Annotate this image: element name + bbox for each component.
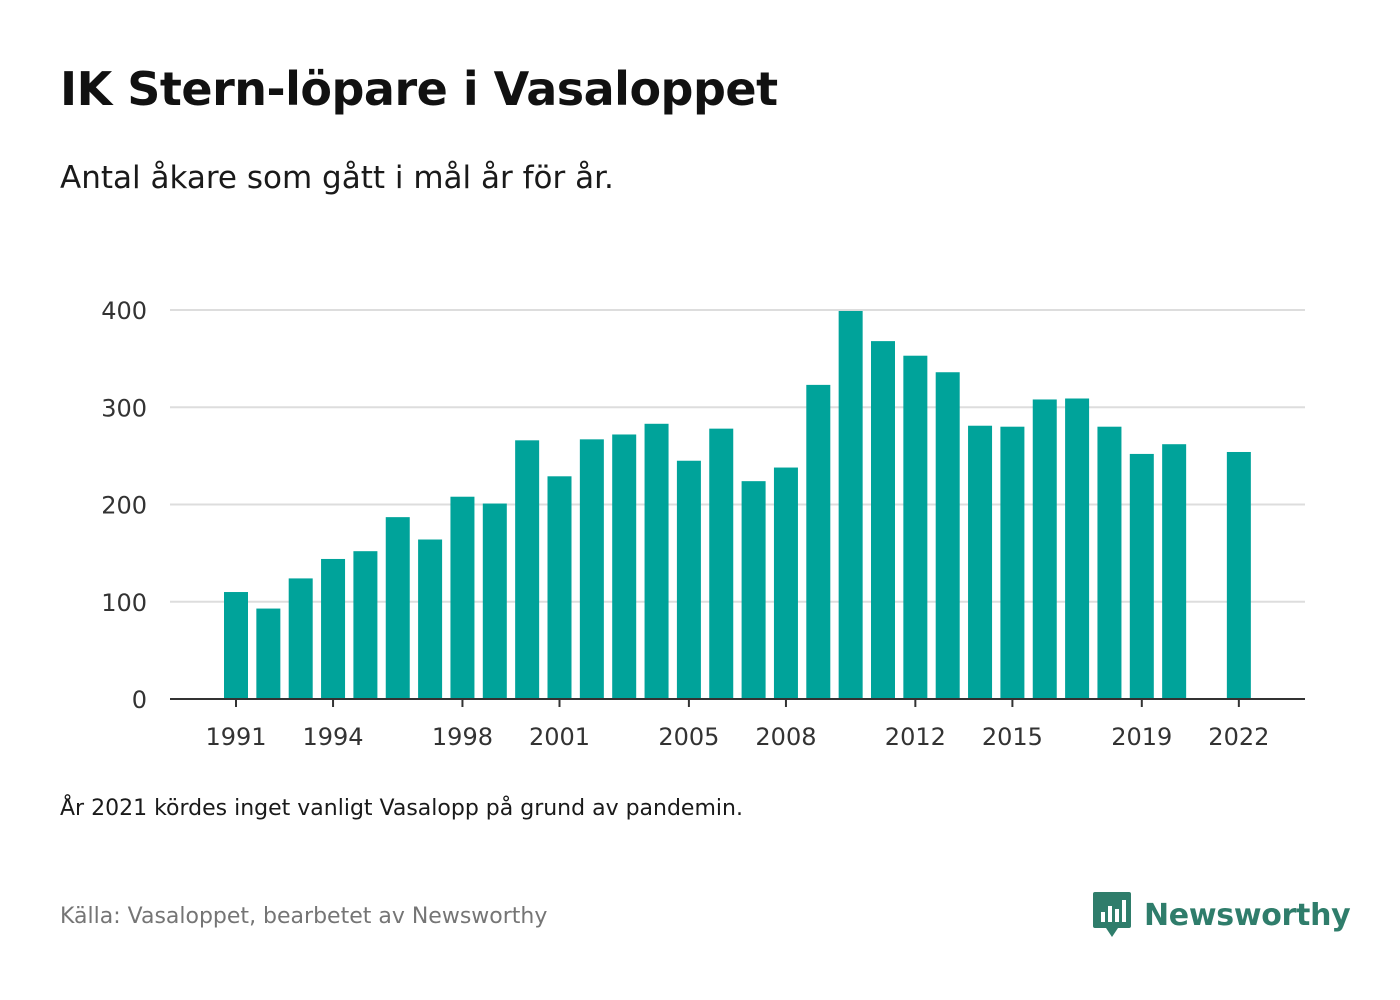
y-tick-label: 200 bbox=[101, 492, 147, 520]
bar-2012 bbox=[903, 355, 928, 699]
bar-1993 bbox=[288, 578, 313, 699]
bar-1998 bbox=[450, 496, 475, 699]
bar-1995 bbox=[353, 551, 378, 699]
bar-1994 bbox=[321, 558, 346, 699]
x-tick-label: 2008 bbox=[755, 723, 816, 751]
x-tick-label: 2015 bbox=[982, 723, 1043, 751]
footnote: År 2021 kördes inget vanligt Vasalopp på… bbox=[60, 796, 743, 821]
x-axis-ticks bbox=[235, 699, 1240, 707]
brand-name: Newsworthy bbox=[1144, 897, 1351, 933]
bar-2006 bbox=[709, 428, 734, 699]
bar-2010 bbox=[838, 310, 863, 699]
bar-2020 bbox=[1162, 444, 1187, 699]
brand-logo: Newsworthy bbox=[1092, 890, 1351, 940]
bar-2005 bbox=[676, 460, 701, 699]
bar-2007 bbox=[741, 481, 766, 699]
y-tick-label: 0 bbox=[132, 686, 147, 714]
bar-2001 bbox=[547, 476, 572, 699]
bar-2004 bbox=[644, 423, 669, 699]
source-text: Källa: Vasaloppet, bearbetet av Newswort… bbox=[60, 904, 548, 929]
x-tick-label: 2012 bbox=[885, 723, 946, 751]
y-axis-labels: 0 100 200 300 400 bbox=[101, 297, 147, 714]
bars bbox=[224, 310, 1251, 699]
bar-2011 bbox=[871, 341, 895, 699]
bar-2016 bbox=[1032, 399, 1057, 699]
x-tick-label: 2019 bbox=[1111, 723, 1172, 751]
bar-2008 bbox=[773, 467, 798, 699]
x-tick-label: 2022 bbox=[1208, 723, 1269, 751]
x-tick-label: 1994 bbox=[303, 723, 364, 751]
bar-2019 bbox=[1129, 453, 1154, 699]
x-tick-label: 2005 bbox=[658, 723, 719, 751]
bar-1997 bbox=[418, 539, 443, 699]
bar-2022 bbox=[1226, 451, 1251, 699]
y-tick-label: 300 bbox=[101, 394, 147, 422]
bar-2002 bbox=[579, 439, 604, 699]
chart-subtitle: Antal åkare som gått i mål år för år. bbox=[60, 160, 614, 196]
bar-1996 bbox=[385, 517, 410, 699]
x-tick-label: 1998 bbox=[432, 723, 493, 751]
bar-2015 bbox=[1000, 426, 1025, 699]
bar-2000 bbox=[515, 440, 540, 699]
y-tick-label: 400 bbox=[101, 297, 147, 325]
newsworthy-logo-icon bbox=[1093, 892, 1131, 937]
bar-2013 bbox=[935, 372, 960, 699]
bar-1991 bbox=[224, 592, 248, 699]
bar-1992 bbox=[256, 608, 281, 699]
bar-1999 bbox=[482, 503, 507, 699]
y-tick-label: 100 bbox=[101, 589, 147, 617]
x-tick-label: 2001 bbox=[529, 723, 590, 751]
bar-2003 bbox=[612, 434, 637, 699]
x-tick-label: 1991 bbox=[205, 723, 266, 751]
bar-2017 bbox=[1065, 398, 1090, 699]
bar-2018 bbox=[1097, 426, 1122, 699]
bar-2009 bbox=[806, 384, 831, 699]
bar-chart: 0 100 200 300 400 1991 1994 1998 2001 2005 2008 20… bbox=[101, 297, 1305, 751]
x-axis-labels: 1991 1994 1998 2001 2005 2008 2012 2015 2019 2022 bbox=[205, 723, 1269, 751]
bar-2014 bbox=[968, 425, 993, 699]
chart-title: IK Stern-löpare i Vasaloppet bbox=[60, 62, 778, 116]
